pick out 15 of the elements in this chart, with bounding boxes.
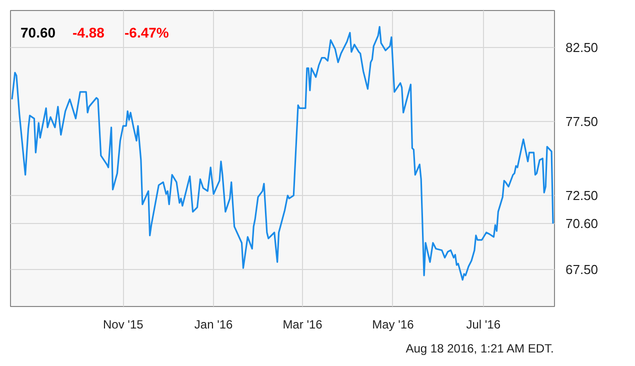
annotation: -4.88: [72, 24, 105, 40]
y-tick-label: 82.50: [566, 40, 598, 55]
x-tick-label: Jan '16: [194, 318, 234, 332]
annotation: -6.47%: [124, 24, 170, 40]
y-tick-label: 72.50: [566, 188, 598, 203]
y-tick-label: 77.50: [566, 114, 598, 129]
y-tick-label: 70.60: [566, 216, 598, 232]
x-tick-label: Mar '16: [282, 318, 323, 332]
annotation: 70.60: [20, 24, 56, 40]
line-series: [11, 26, 554, 281]
x-tick-label: Nov '15: [103, 318, 144, 332]
y-tick-label: 67.50: [566, 262, 598, 277]
x-tick-label: May '16: [372, 318, 414, 332]
x-tick-label: Jul '16: [466, 318, 501, 332]
text: Aug 18 2016, 1:21 AM EDT.: [406, 342, 554, 356]
